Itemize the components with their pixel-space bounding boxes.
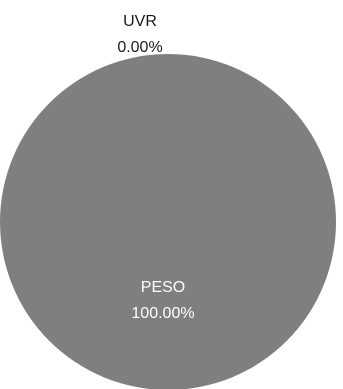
slice-label-peso-value: 100.00% — [131, 305, 194, 322]
pie-slice-peso — [0, 54, 336, 389]
pie-slices — [0, 54, 336, 389]
slice-label-uvr-value: 0.00% — [117, 39, 162, 56]
slice-label-peso-name: PESO — [141, 279, 185, 296]
slice-label-uvr-name: UVR — [123, 13, 157, 30]
